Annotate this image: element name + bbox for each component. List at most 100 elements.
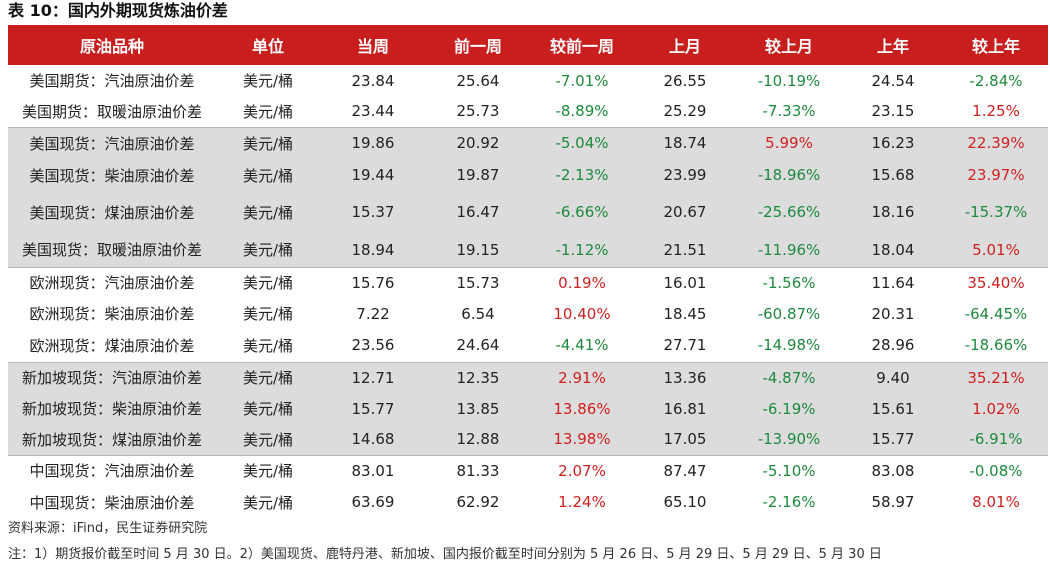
last-year-cell: 18.16 [871, 203, 915, 221]
last-month-cell: 17.05 [663, 430, 707, 449]
previous-week-cell: 62.92 [456, 493, 500, 511]
variety-cell: 中国现货：汽油原油价差 [8, 454, 216, 486]
last-month-cell: 18.74 [634, 126, 736, 159]
variety-cell: 美国现货：汽油原油价差 [8, 126, 216, 159]
table-row: 美国现货：煤油原油价差 美元/桶 15.37 16.47 -6.66% 20.67 -25.… [8, 191, 1048, 233]
header-change-vs-year: 较上年 [971, 37, 1020, 56]
current-week-cell: 83.01 [320, 454, 426, 486]
current-week-cell: 15.77 [351, 399, 395, 418]
previous-week-cell: 25.64 [456, 71, 500, 90]
unit-cell: 美元/桶 [242, 102, 294, 121]
previous-week-cell: 15.73 [426, 266, 530, 298]
current-week-cell: 23.44 [351, 102, 395, 121]
change-vs-month-cell: -18.96% [757, 166, 821, 184]
change-vs-week-cell: 1.24% [558, 493, 606, 511]
change-vs-week-cell: 13.86% [553, 399, 611, 418]
last-month-cell: 26.55 [663, 71, 707, 90]
table-row: 美国现货：取暖油原油价差 美元/桶 18.94 19.15 -1.12% 21.51 -11… [8, 233, 1048, 267]
change-vs-month-cell: -7.33% [762, 102, 816, 121]
unit-cell: 美元/桶 [216, 454, 320, 486]
change-vs-week-cell: -7.01% [555, 71, 609, 90]
last-year-cell: 15.68 [871, 166, 915, 184]
last-month-cell: 25.29 [663, 102, 707, 121]
header-previous-week: 前一周 [453, 37, 502, 56]
change-vs-week-cell: -5.04% [530, 126, 634, 159]
previous-week-cell: 12.35 [426, 361, 530, 393]
change-vs-year-cell: 23.97% [967, 166, 1025, 184]
change-vs-month-cell: -10.19% [757, 71, 821, 90]
change-vs-month-cell: -25.66% [757, 203, 821, 221]
table-row: 中国现货：柴油原油价差 美元/桶 63.69 62.92 1.24% 65.10 -2.16… [8, 486, 1048, 518]
unit-cell: 美元/桶 [242, 493, 294, 512]
unit-cell: 美元/桶 [242, 72, 294, 90]
change-vs-week-cell: -6.66% [555, 203, 609, 221]
variety-cell: 欧洲现货：煤油原油价差 [29, 336, 195, 355]
unit-cell: 美元/桶 [242, 430, 294, 449]
variety-cell: 新加坡现货：汽油原油价差 [8, 361, 216, 393]
change-vs-week-cell: -2.13% [555, 166, 609, 184]
header-current-week: 当周 [356, 37, 389, 56]
change-vs-week-cell: -1.12% [555, 240, 609, 259]
last-year-cell: 20.31 [871, 304, 915, 323]
variety-cell: 欧洲现货：柴油原油价差 [29, 305, 195, 323]
change-vs-year-cell: 1.02% [972, 399, 1020, 418]
current-week-cell: 15.76 [320, 266, 426, 298]
header-crude-variety: 原油品种 [79, 37, 144, 56]
change-vs-year-cell: 8.01% [972, 493, 1020, 511]
current-week-cell: 19.44 [351, 166, 395, 184]
current-week-cell: 12.71 [320, 361, 426, 393]
header-change-vs-week: 较前一周 [549, 37, 614, 56]
change-vs-year-cell: -64.45% [964, 304, 1028, 323]
variety-cell: 美国现货：取暖油原油价差 [21, 241, 202, 260]
previous-week-cell: 19.15 [456, 240, 500, 259]
current-week-cell: 18.94 [351, 240, 395, 259]
change-vs-month-cell: -2.16% [762, 493, 816, 511]
last-month-cell: 13.36 [634, 361, 736, 393]
variety-cell: 美国期货：汽油原油价差 [29, 72, 195, 90]
change-vs-week-cell: 2.07% [530, 454, 634, 486]
current-week-cell: 15.37 [351, 203, 395, 221]
unit-cell: 美元/桶 [216, 361, 320, 393]
table-row: 新加坡现货：柴油原油价差 美元/桶 15.77 13.85 13.86% 16.81 -6.… [8, 393, 1048, 424]
last-year-cell: 15.61 [871, 399, 915, 418]
header-unit: 单位 [251, 37, 284, 56]
table-row: 新加坡现货：汽油原油价差 美元/桶 12.71 12.35 2.91% 13.36 -4.8… [8, 361, 1048, 393]
table-title: 表 10：国内外期现货炼油价差 [8, 1, 228, 20]
previous-week-cell: 6.54 [461, 304, 495, 323]
last-year-cell: 24.54 [871, 71, 915, 90]
header-last-year: 上年 [876, 37, 909, 56]
current-week-cell: 23.84 [351, 71, 395, 90]
last-month-cell: 87.47 [634, 454, 736, 486]
current-week-cell: 63.69 [351, 493, 395, 511]
change-vs-month-cell: -13.90% [757, 430, 821, 449]
change-vs-week-cell: 13.98% [553, 430, 611, 449]
variety-cell: 美国现货：柴油原油价差 [29, 166, 195, 185]
change-vs-week-cell: -4.41% [555, 336, 609, 355]
previous-week-cell: 16.47 [456, 203, 500, 221]
variety-cell: 新加坡现货：煤油原油价差 [21, 430, 202, 449]
footnote: 注：1）期货报价截至时间 5 月 30 日。2）美国现货、鹿特丹港、新加坡、国内… [8, 547, 882, 562]
change-vs-year-cell: -18.66% [964, 336, 1028, 355]
variety-cell: 美国现货：煤油原油价差 [29, 203, 195, 222]
unit-cell: 美元/桶 [242, 203, 294, 222]
source-note: 资料来源：iFind，民生证券研究院 [8, 521, 208, 536]
current-week-cell: 14.68 [351, 430, 395, 449]
change-vs-week-cell: 2.91% [530, 361, 634, 393]
change-vs-week-cell: 0.19% [530, 266, 634, 298]
table-row: 美国现货：汽油原油价差 美元/桶 19.86 20.92 -5.04% 18.74 5.99… [8, 126, 1048, 159]
table-row: 欧洲现货：汽油原油价差 美元/桶 15.76 15.73 0.19% 16.01 -1.56… [8, 266, 1048, 298]
previous-week-cell: 25.73 [456, 102, 500, 121]
unit-cell: 美元/桶 [242, 336, 294, 355]
change-vs-week-cell: -8.89% [555, 102, 609, 121]
unit-cell: 美元/桶 [216, 266, 320, 298]
last-year-cell: 18.04 [871, 240, 915, 259]
header-change-vs-month: 较上月 [764, 37, 813, 56]
unit-cell: 美元/桶 [242, 400, 294, 418]
last-year-cell: 83.08 [842, 454, 944, 486]
refining-spread-table: 原油品种 单位 当周 前一周 较前一周 上月 较上月 上年 较上年 美国期货：汽… [8, 25, 1048, 518]
unit-cell: 美元/桶 [242, 305, 294, 323]
change-vs-month-cell: 5.99% [736, 126, 842, 159]
unit-cell: 美元/桶 [242, 241, 294, 260]
change-vs-year-cell: -2.84% [969, 71, 1023, 90]
variety-cell: 新加坡现货：柴油原油价差 [21, 400, 202, 418]
